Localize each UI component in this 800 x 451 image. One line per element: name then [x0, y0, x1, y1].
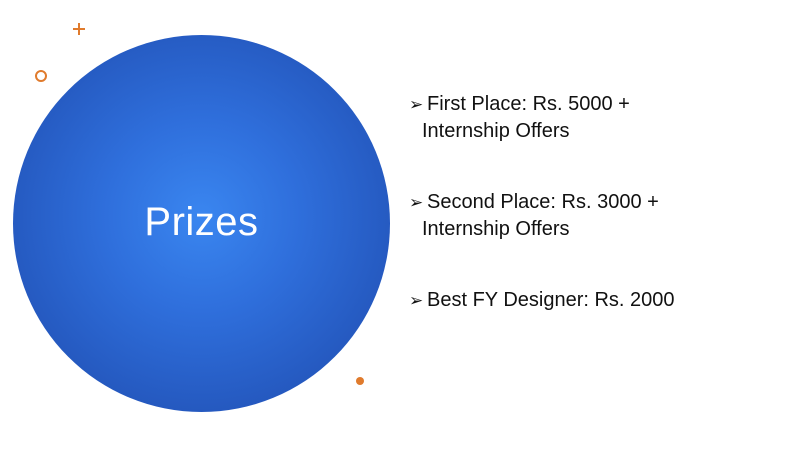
- arrow-right-icon: ➢: [409, 291, 424, 310]
- prize-item: ➢ Best FY Designer: Rs. 2000: [409, 287, 789, 314]
- prize-line: Second Place: Rs. 3000 +: [427, 191, 659, 213]
- prize-line: Internship Offers: [422, 120, 570, 142]
- prize-list: ➢ First Place: Rs. 5000 + Internship Off…: [409, 91, 789, 358]
- arrow-right-icon: ➢: [409, 95, 424, 114]
- prize-line: Best FY Designer: Rs. 2000: [427, 289, 675, 311]
- prize-text: Best FY Designer: Rs. 2000: [427, 287, 675, 314]
- dot-decoration-icon: [356, 377, 364, 385]
- ring-decoration-icon: [35, 70, 47, 82]
- prize-text: Second Place: Rs. 3000 + Internship Offe…: [422, 189, 659, 243]
- plus-decoration-icon: [72, 22, 86, 36]
- prize-item: ➢ Second Place: Rs. 3000 + Internship Of…: [409, 189, 789, 243]
- prize-line: First Place: Rs. 5000 +: [427, 93, 630, 115]
- slide-title: Prizes: [144, 200, 259, 244]
- arrow-right-icon: ➢: [409, 193, 424, 212]
- title-circle: Prizes: [13, 35, 390, 412]
- prize-line: Internship Offers: [422, 218, 570, 240]
- prize-text: First Place: Rs. 5000 + Internship Offer…: [422, 91, 630, 145]
- prize-item: ➢ First Place: Rs. 5000 + Internship Off…: [409, 91, 789, 145]
